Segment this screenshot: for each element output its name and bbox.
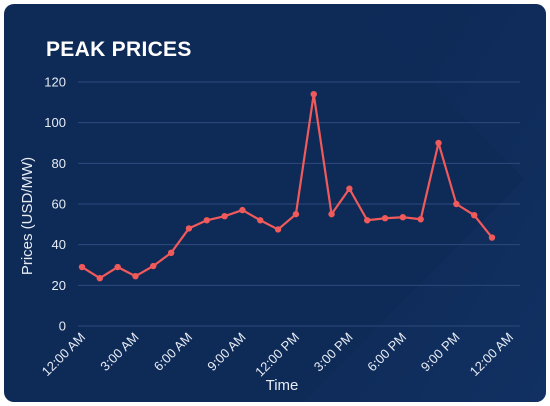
data-point [150, 262, 157, 270]
data-point [292, 210, 300, 218]
data-point [346, 185, 353, 192]
x-tick-label: 9:00 AM [204, 330, 248, 374]
data-point [132, 272, 139, 280]
data-point [185, 225, 193, 232]
data-point [453, 200, 460, 208]
data-point [435, 139, 442, 147]
data-point [399, 214, 407, 221]
data-point [364, 217, 371, 224]
chart-title: PEAK PRICES [46, 38, 192, 61]
data-point [221, 213, 228, 220]
y-tick-label: 20 [52, 278, 66, 293]
data-point [381, 215, 389, 222]
data-point [114, 263, 121, 271]
y-tick-label: 100 [44, 115, 66, 130]
data-point [328, 210, 335, 218]
y-tick-label: 120 [44, 75, 66, 90]
data-point [470, 211, 478, 219]
data-point [274, 226, 282, 233]
y-tick-label: 60 [52, 197, 66, 212]
y-axis-label: Prices (USD/MW) [19, 157, 36, 275]
background-shape [304, 4, 546, 402]
y-tick-label: 0 [59, 319, 66, 334]
x-tick-label: 6:00 AM [151, 330, 195, 374]
line-chart: 0 20 40 60 80 100 120 12:00 AM 3:00 AM 6:00 AM 9:0… [19, 4, 546, 402]
y-tick-label: 80 [52, 156, 66, 171]
series-line [81, 93, 493, 280]
data-point [203, 217, 210, 224]
chart-card: PEAK PRICES 0 20 40 60 80 100 120 12:00 AM 3:00 … [4, 4, 546, 402]
data-point [488, 234, 496, 241]
data-point [78, 263, 86, 271]
y-tick-label: 40 [52, 237, 66, 252]
x-axis-label: Time [266, 377, 299, 394]
x-tick-label: 3:00 AM [97, 330, 141, 374]
data-point [257, 217, 264, 224]
data-point [96, 275, 104, 282]
data-point [239, 206, 246, 214]
data-point [310, 91, 317, 98]
x-tick-label: 12:00 AM [39, 330, 88, 379]
x-tick-label: 12:00 PM [252, 330, 302, 380]
data-point [167, 249, 175, 256]
data-point [417, 216, 424, 223]
